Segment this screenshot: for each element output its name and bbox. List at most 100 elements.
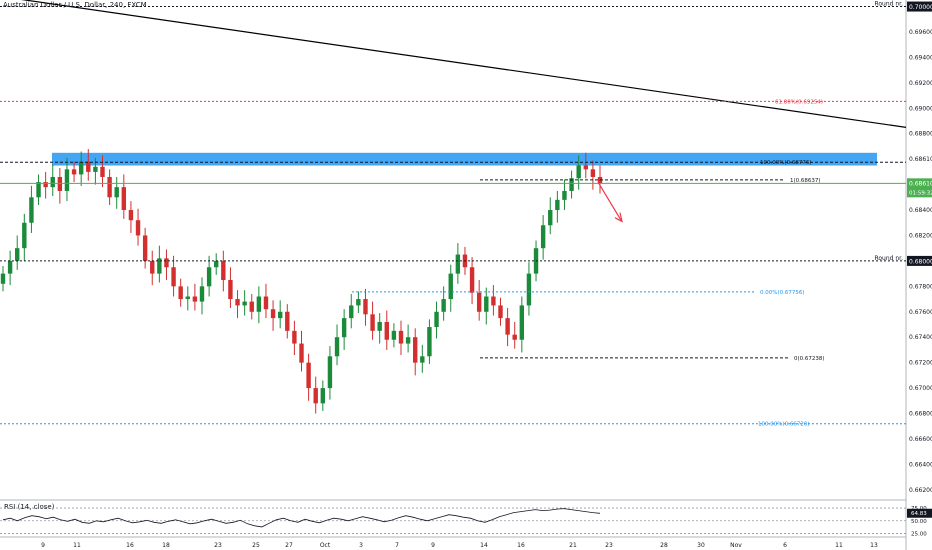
candle-body[interactable] [221,260,226,280]
candle-body[interactable] [164,258,169,268]
candle-body[interactable] [484,296,489,312]
price-axis[interactable]: 0.70000 0.69600 0.69400 0.69200 0.69000 0.688… [907,1,932,494]
candle-body[interactable] [313,388,318,404]
candle-body[interactable] [562,190,567,200]
projection-arrow[interactable] [597,181,622,221]
candle-body[interactable] [171,267,176,287]
candle-body[interactable] [306,362,311,389]
candle-body[interactable] [214,260,219,268]
candle-body[interactable] [583,165,588,170]
candle-body[interactable] [292,330,297,344]
candle-body[interactable] [57,176,63,191]
candle-body[interactable] [327,356,333,389]
axis-tick-label: 0.67600 [909,309,932,316]
main-pane[interactable]: Round nr. Round nr. 61.80%(0.69254) 100.00%… [0,0,907,550]
rsi-line[interactable] [2,508,601,528]
candle-body[interactable] [505,318,510,335]
candle-body[interactable] [363,299,368,315]
candle-body[interactable] [526,273,532,306]
candle-body[interactable] [576,165,581,179]
candle-body[interactable] [235,299,240,306]
candle-body[interactable] [199,286,205,302]
candle-body[interactable] [540,225,546,249]
candle-body[interactable] [114,187,119,198]
candle-body[interactable] [150,260,155,274]
candle-body[interactable] [334,337,340,357]
candle-body[interactable] [121,187,127,211]
axis-price-tag [907,255,932,266]
candle-body[interactable] [377,321,382,331]
candle-body[interactable] [398,330,404,344]
candle-body[interactable] [100,166,105,177]
candle-body[interactable] [341,318,347,338]
candle-body[interactable] [356,299,361,306]
time-axis[interactable]: 9 11 16 18 23 25 27 Oct 3 7 9 14 16 21 23 28 30 Nov 6 11 13 [41,542,878,549]
candle-body[interactable] [135,220,141,236]
candle-body[interactable] [0,273,6,284]
axis-tick-label: 0.66800 [909,411,932,418]
candle-body[interactable] [43,182,48,188]
candle-body[interactable] [128,210,134,221]
candle-body[interactable] [36,182,41,198]
candle-body[interactable] [185,296,190,300]
candle-body[interactable] [270,309,276,319]
candle-body[interactable] [7,260,13,274]
candle-body[interactable] [206,267,212,287]
candle-body[interactable] [71,169,77,175]
candle-body[interactable] [569,178,574,191]
candle-body[interactable] [427,327,432,357]
candle-body[interactable] [320,388,326,404]
current-price-label: 0.68610 [909,180,932,187]
candle-body[interactable] [93,166,98,172]
candle-body[interactable] [256,296,262,312]
candle-body[interactable] [242,301,247,306]
candle-body[interactable] [249,301,254,312]
candle-body[interactable] [455,254,461,274]
trendline[interactable] [0,0,907,128]
candle-body[interactable] [277,311,283,319]
axis-tick-label: 0.66200 [909,487,932,494]
candle-body[interactable] [50,176,55,188]
resistance-zone[interactable] [52,152,877,166]
candle-body[interactable] [349,305,354,319]
candle-body[interactable] [469,267,475,293]
candle-body[interactable] [590,169,596,177]
candle-body[interactable] [548,210,553,226]
candle-body[interactable] [263,296,269,310]
candle-body[interactable] [142,235,148,261]
candle-body[interactable] [86,161,91,172]
candle-body[interactable] [15,248,20,261]
candle-body[interactable] [299,343,304,363]
candle-body[interactable] [420,356,425,363]
candle-body[interactable] [285,311,290,331]
candle-body[interactable] [107,176,112,198]
candle-body[interactable] [434,311,439,328]
date-tick-label: Oct [320,542,331,549]
candle-body[interactable] [228,279,233,300]
candle-body[interactable] [413,337,418,363]
candle-body[interactable] [370,314,375,331]
candle-body[interactable] [448,273,453,300]
candle-body[interactable] [384,321,389,340]
candle-body[interactable] [498,305,503,319]
candle-body[interactable] [64,169,70,191]
candle-body[interactable] [491,296,496,306]
axis-tick-label: 0.69000 [909,105,932,112]
candle-body[interactable] [405,337,411,344]
candle-body[interactable] [192,296,198,302]
axis-tick-label: 0.66400 [909,461,932,468]
candle-body[interactable] [441,299,446,312]
candle-body[interactable] [178,286,183,300]
candle-body[interactable] [391,330,397,340]
candle-body[interactable] [555,199,560,211]
candle-body[interactable] [157,258,162,274]
candle-body[interactable] [78,161,84,175]
candle-body[interactable] [29,197,34,223]
candle-body[interactable] [512,334,517,340]
candle-body[interactable] [519,305,525,340]
candle-body[interactable] [22,222,27,249]
candle-body[interactable] [476,292,482,312]
date-tick-label: 14 [480,542,488,549]
